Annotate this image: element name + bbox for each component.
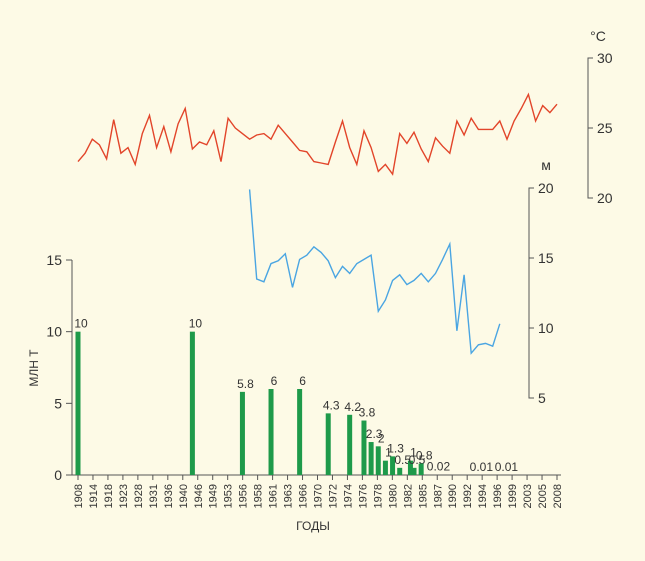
bar-x-tick-label: 1982 (402, 484, 414, 508)
bar (347, 414, 353, 475)
bar-value-label: 6 (271, 374, 278, 388)
bar-x-tick-label: 1963 (283, 484, 295, 508)
bar-value-label: 0.01 (470, 460, 494, 474)
bar-x-tick-label: 1923 (118, 484, 130, 508)
bar-value-label: 3.8 (359, 406, 376, 420)
level-y-tick-label: 10 (538, 320, 554, 336)
bar-x-tick-label: 2005 (537, 484, 549, 508)
bar-x-tick-label: 1980 (387, 484, 399, 508)
bar-x-tick-label: 1956 (238, 484, 250, 508)
bar-value-label: 4.2 (344, 400, 361, 414)
bar-x-tick-label: 1987 (432, 484, 444, 508)
bar-x-tick-label: 1970 (313, 484, 325, 508)
bar-x-tick-label: 1990 (447, 484, 459, 508)
bar-x-tick-label: 1992 (462, 484, 474, 508)
bar-x-tick-label: 1961 (268, 484, 280, 508)
bar-y-tick-label: 5 (54, 395, 62, 411)
bar-x-tick-label: 1985 (417, 484, 429, 508)
bar-value-label: 0.01 (495, 460, 519, 474)
bar (368, 442, 374, 475)
bar-x-tick-label: 1928 (133, 484, 145, 508)
level-y-tick-label: 5 (538, 390, 546, 406)
bar-x-tick-label: 1994 (477, 484, 489, 508)
bar-x-tick-label: 1936 (163, 484, 175, 508)
bar-value-label: 2 (378, 431, 385, 445)
bar (390, 456, 396, 475)
temperature-chart: 20 25 30 °C (77, 28, 613, 206)
bar-x-tick-label: 1972 (327, 484, 339, 508)
bar-y-ticks: 0 5 10 15 (46, 252, 72, 483)
bar-value-label: 2.3 (366, 427, 383, 441)
temp-series-line (77, 92, 558, 176)
bar-y-axis-label: МЛН Т (27, 349, 41, 387)
bar (361, 420, 367, 475)
bar-value-label: 6 (299, 374, 306, 388)
bar (297, 389, 303, 475)
bar-value-label: 1 (385, 446, 392, 460)
bar-x-tick-label: 1946 (193, 484, 205, 508)
bar-value-label: 10 (74, 317, 88, 331)
bar-y-tick-label: 15 (46, 252, 62, 268)
bar (75, 331, 81, 475)
bar (239, 391, 245, 475)
bar (407, 460, 413, 475)
bar-x-tick-label: 1978 (372, 484, 384, 508)
level-y-axis (528, 187, 534, 399)
bars: 10 105.8 6 64.3 4.23.82.3211.30.510.50.80.02… (74, 317, 518, 475)
bar-x-tick-label: 1940 (178, 484, 190, 508)
bar (418, 463, 424, 475)
bar-x-tick-label: 1966 (298, 484, 310, 508)
bar-y-tick-label: 10 (46, 324, 62, 340)
temp-y-ticks: 20 25 30 (588, 50, 613, 206)
level-unit: м (541, 157, 551, 173)
temp-y-tick-label: 20 (597, 190, 613, 206)
bar-x-tick-label: 1918 (103, 484, 115, 508)
bar-x-axis-label: ГОДЫ (296, 519, 330, 533)
bar-x-ticks: 1908 1914 1918 1923 1928 1931 1936 1940 1946 1949… (73, 475, 564, 508)
level-y-tick-label: 15 (538, 250, 554, 266)
bar-x-tick-label: 1976 (357, 484, 369, 508)
bar-value-label: 0.02 (427, 460, 451, 474)
bar-value-label: 5.8 (237, 377, 254, 391)
bar-x-tick-label: 1974 (342, 484, 354, 508)
bar-y-tick-label: 0 (54, 467, 62, 483)
bar (382, 460, 388, 475)
bar-x-tick-label: 2008 (552, 484, 564, 508)
bar-value-label: 1.3 (387, 441, 404, 455)
level-chart: 5 10 15 20 м (248, 157, 554, 406)
level-y-ticks: 5 10 15 20 (529, 180, 554, 406)
bar (189, 331, 195, 475)
bar-x-tick-label: 1996 (492, 484, 504, 508)
bar-value-label: 0.8 (416, 449, 433, 463)
bar-value-label: 10 (189, 317, 203, 331)
bar-value-label: 4.3 (323, 398, 340, 412)
bar-x-tick-label: 1953 (223, 484, 235, 508)
bar-value-label: 1 (410, 446, 417, 460)
bar-x-tick-label: 1999 (507, 484, 519, 508)
temp-y-tick-label: 25 (597, 120, 613, 136)
bar-x-tick-label: 1908 (73, 484, 85, 508)
bar-value-label: 0.5 (394, 453, 411, 467)
level-series-line (248, 189, 501, 355)
level-y-tick-label: 20 (538, 180, 554, 196)
temp-y-tick-label: 30 (597, 50, 613, 66)
bar-x-tick-label: 1931 (148, 484, 160, 508)
bar (411, 467, 417, 475)
bar-x-tick-label: 2003 (522, 484, 534, 508)
bar (375, 446, 381, 475)
bar-x-tick-label: 1958 (253, 484, 265, 508)
bar-value-label: 0.5 (409, 453, 426, 467)
bar (325, 413, 331, 475)
bar-x-tick-label: 1949 (208, 484, 220, 508)
bar (268, 389, 274, 475)
bar-x-tick-label: 1914 (88, 484, 100, 508)
bar (397, 467, 403, 475)
temp-unit: °C (590, 28, 606, 44)
